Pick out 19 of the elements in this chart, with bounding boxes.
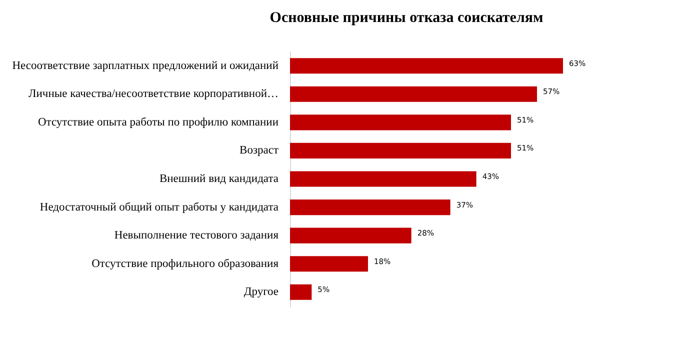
chart-title: Основные причины отказа соискателям <box>270 10 544 26</box>
bar <box>290 58 563 74</box>
y-tick-label: Другое <box>244 286 278 298</box>
y-tick-label: Личные качества/несоответствие корпоративной… <box>28 88 278 100</box>
bar <box>290 171 476 187</box>
bar <box>290 114 511 130</box>
bar <box>290 86 537 102</box>
bar <box>290 256 368 272</box>
y-tick-label: Недостаточный общий опыт работы у кандидата <box>40 201 278 214</box>
y-tick-label: Отсутствие опыта работы по профилю компании <box>38 116 278 128</box>
y-tick-label: Внешний вид кандидата <box>159 173 278 185</box>
y-tick-label: Несоответствие зарплатных предложений и ожиданий <box>12 60 278 72</box>
y-tick-label: Отсутствие профильного образования <box>92 258 280 270</box>
bar <box>290 228 412 244</box>
bar <box>290 142 511 158</box>
bar <box>290 200 450 216</box>
y-tick-label: Невыполнение тестового задания <box>114 230 280 242</box>
y-tick-label: Возраст <box>240 144 278 157</box>
bar <box>290 284 312 300</box>
